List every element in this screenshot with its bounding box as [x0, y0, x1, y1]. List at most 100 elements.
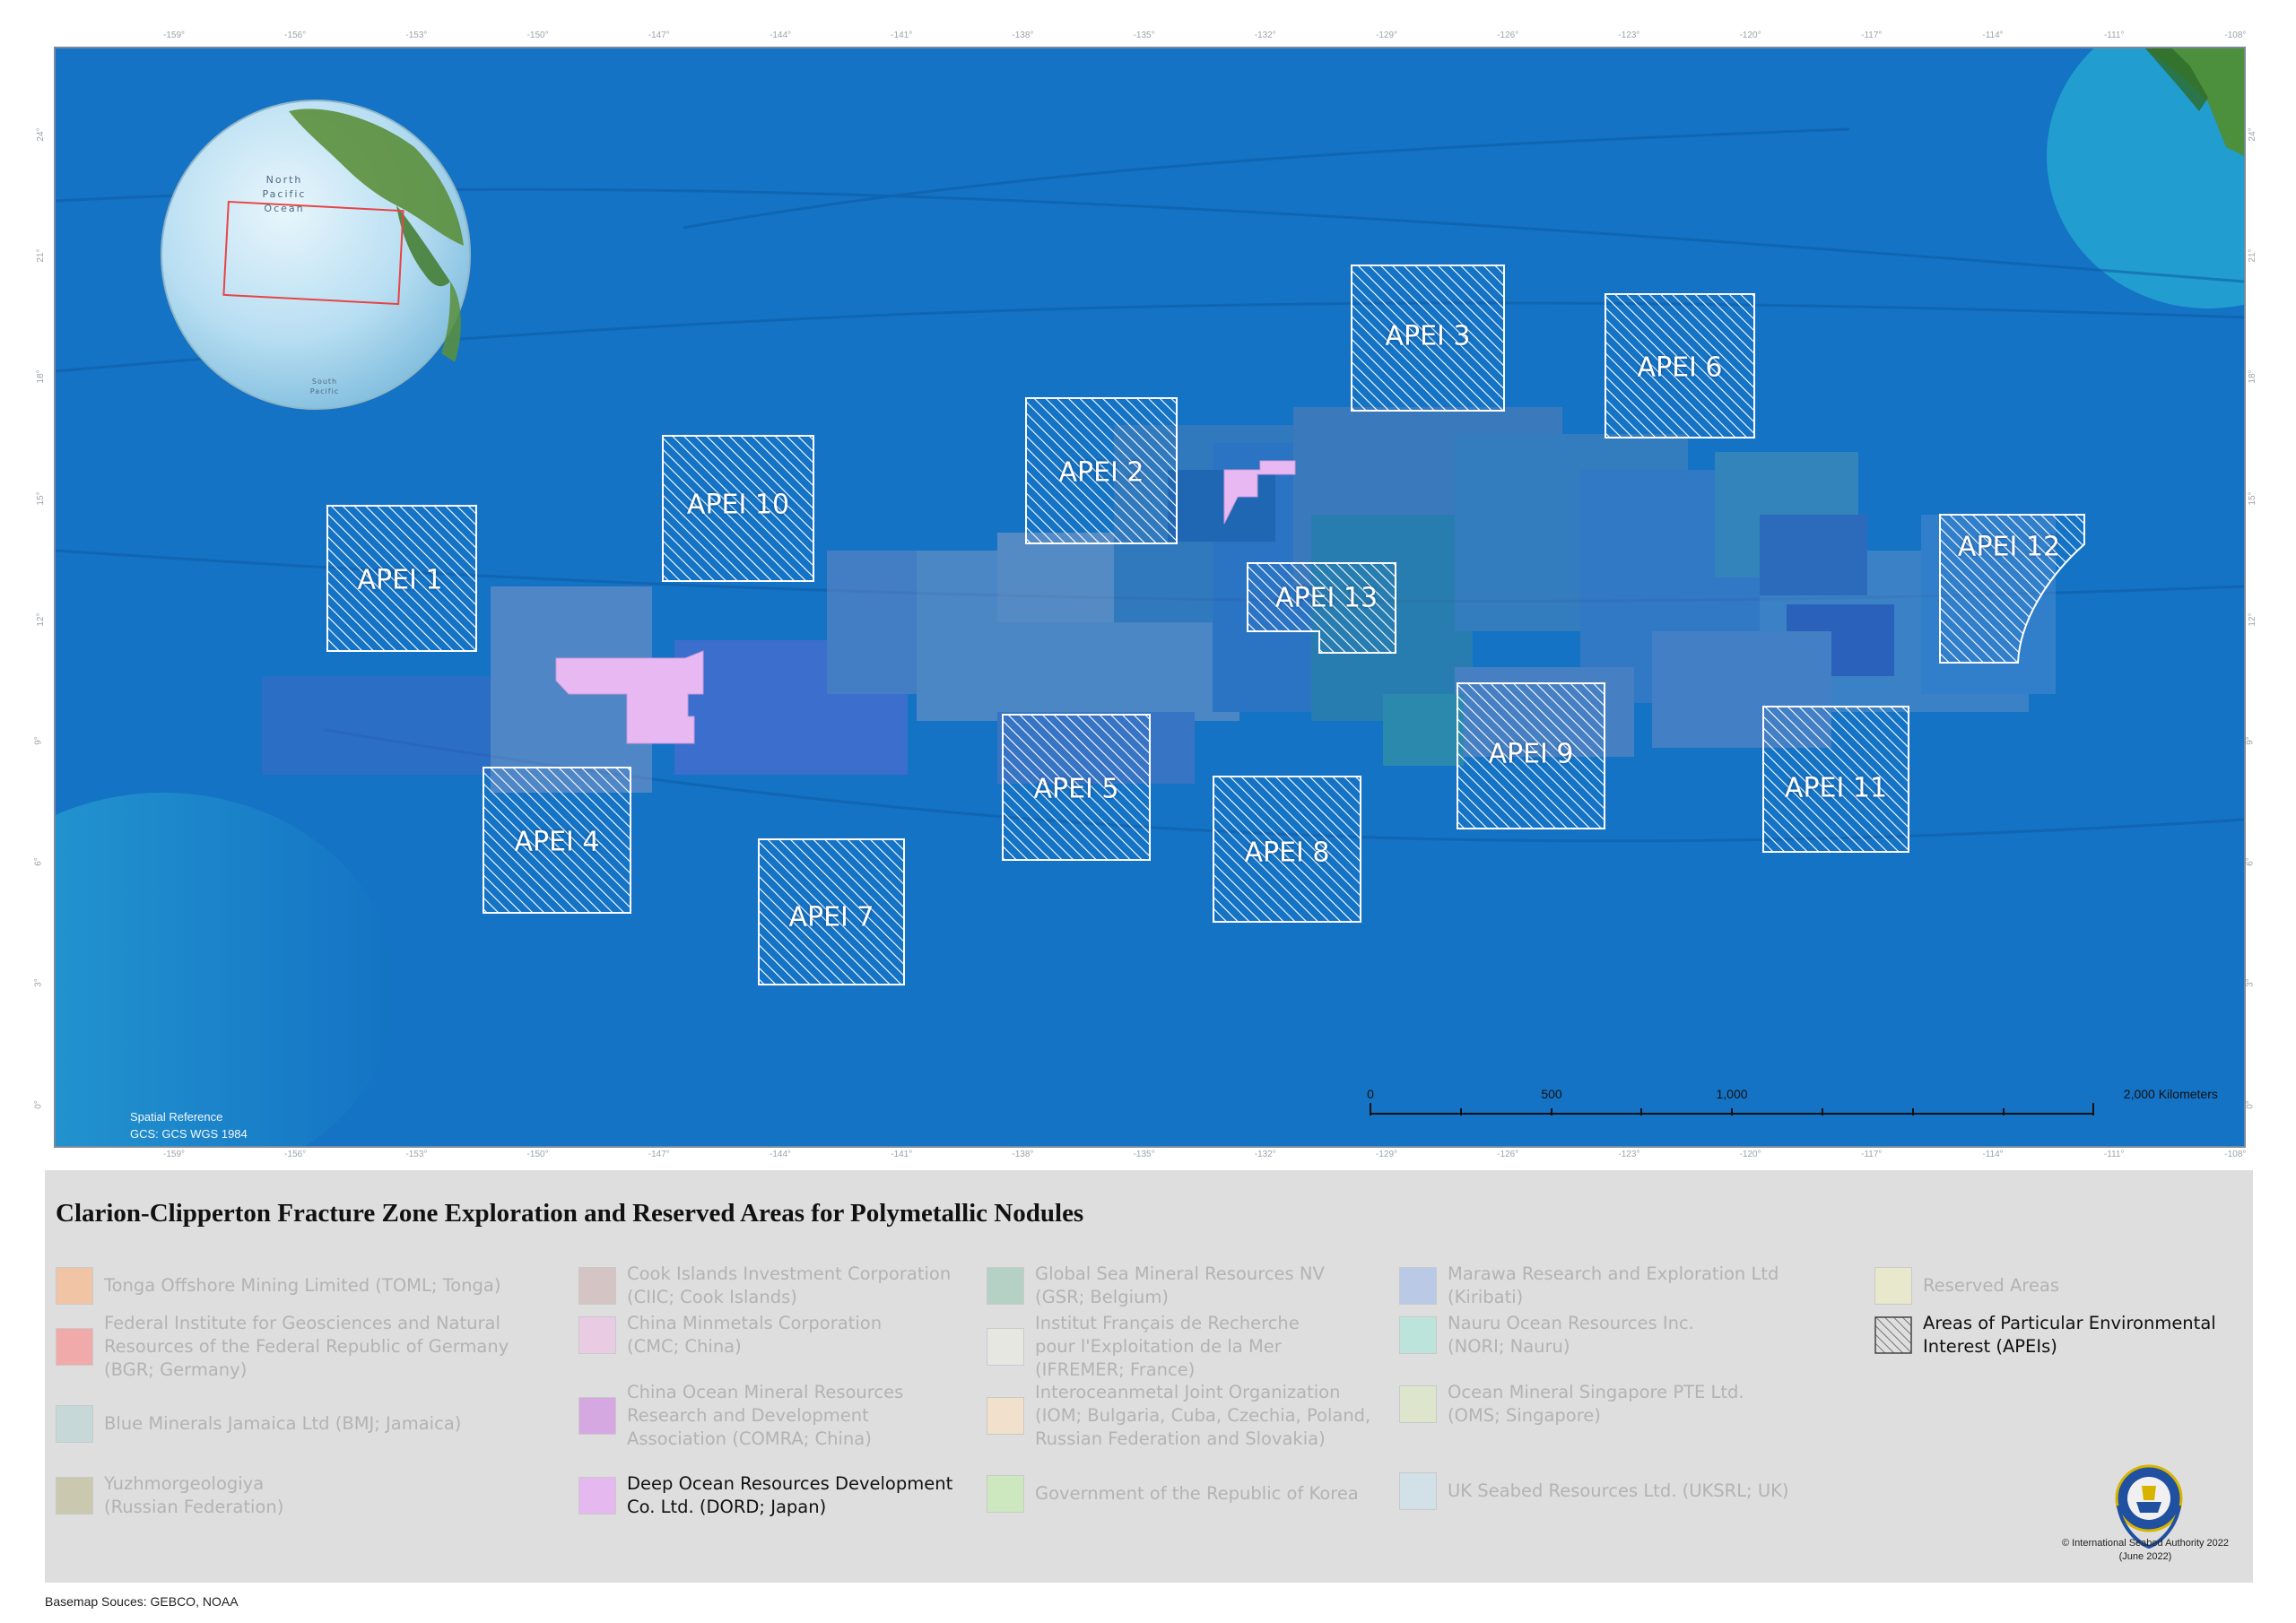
latitude-label-left: 15°	[36, 491, 47, 506]
legend-swatch	[987, 1397, 1024, 1435]
longitude-label-bottom: -150°	[526, 1150, 549, 1159]
longitude-label-top: -144°	[769, 30, 792, 40]
svg-text:Pacific: Pacific	[310, 387, 339, 395]
apei-label: APEI 10	[686, 489, 790, 521]
longitude-label-top: -156°	[284, 30, 307, 40]
apei-area-apei-6[interactable]	[1605, 293, 1755, 438]
longitude-label-top: -108°	[2224, 30, 2247, 40]
legend-label: Deep Ocean Resources Development Co. Ltd…	[627, 1473, 953, 1517]
legend-swatch	[1399, 1385, 1437, 1423]
legend-label: Ocean Mineral Singapore PTE Ltd. (OMS; S…	[1448, 1382, 1744, 1426]
legend-label: Marawa Research and Exploration Ltd (Kir…	[1448, 1263, 1779, 1307]
latitude-label-left: 12°	[36, 612, 47, 627]
longitude-label-bottom: -144°	[769, 1150, 792, 1159]
apei-area-apei-3[interactable]	[1351, 265, 1505, 412]
legend-item: Reserved Areas	[1874, 1267, 2059, 1305]
scale-bar	[1370, 1103, 2094, 1115]
apei-area-apei-4[interactable]	[483, 767, 631, 914]
apei-label: APEI 11	[1784, 772, 1888, 804]
legend-swatch	[56, 1477, 93, 1515]
spatial-reference: Spatial Reference GCS: GCS WGS 1984Datum:…	[130, 1108, 248, 1146]
baja-california-landmass	[2145, 48, 2244, 156]
apei-area-apei-11[interactable]	[1762, 706, 1909, 853]
legend-swatch	[578, 1267, 616, 1305]
longitude-label-bottom: -108°	[2224, 1150, 2247, 1159]
legend-item: China Minmetals Corporation (CMC; China)	[578, 1312, 882, 1358]
legend-swatch	[1399, 1267, 1437, 1305]
legend-swatch	[578, 1316, 616, 1354]
apei-area-apei-10[interactable]	[662, 435, 814, 582]
latitude-label-right: 3°	[2245, 978, 2256, 988]
scale-bar-label: 0	[1367, 1087, 1374, 1101]
shallow-seafloor-ne	[2047, 48, 2244, 308]
latitude-label-right: 15°	[2248, 491, 2258, 506]
apei-area-apei-12[interactable]	[1939, 514, 2085, 664]
longitude-label-top: -123°	[1618, 30, 1640, 40]
longitude-label-bottom: -156°	[284, 1150, 307, 1159]
apei-area-apei-5[interactable]	[1002, 714, 1151, 861]
legend-item: Tonga Offshore Mining Limited (TOML; Ton…	[56, 1267, 500, 1305]
apei-label: APEI 1	[357, 564, 443, 596]
legend-item: Nauru Ocean Resources Inc. (NORI; Nauru)	[1399, 1312, 1694, 1358]
apei-area-apei-9[interactable]	[1457, 682, 1605, 829]
scale-bar-label: 1,000	[1716, 1087, 1748, 1101]
apei-label: APEI 12	[1957, 531, 2061, 563]
legend-item: Areas of Particular Environmental Intere…	[1874, 1312, 2216, 1358]
spatial-reference-line: Datum: WGS 1984	[130, 1142, 248, 1146]
legend-item: Cook Islands Investment Corporation (CII…	[578, 1263, 951, 1309]
longitude-label-top: -132°	[1254, 30, 1276, 40]
apei-label: APEI 13	[1274, 582, 1378, 614]
longitude-label-top: -111°	[2103, 30, 2125, 40]
legend-label: Government of the Republic of Korea	[1035, 1483, 1359, 1504]
legend-item: China Ocean Mineral Resources Research a…	[578, 1381, 903, 1451]
spatial-reference-line: GCS: GCS WGS 1984	[130, 1127, 248, 1141]
latitude-label-left: 9°	[33, 736, 44, 745]
latitude-label-right: 18°	[2248, 369, 2258, 384]
legend-item: Government of the Republic of Korea	[987, 1475, 1359, 1513]
latitude-label-right: 6°	[2245, 857, 2256, 866]
latitude-label-left: 6°	[33, 857, 44, 866]
shallow-seafloor-sw	[56, 793, 396, 1146]
latitude-label-left: 21°	[36, 248, 47, 263]
legend-item: Global Sea Mineral Resources NV (GSR; Be…	[987, 1263, 1325, 1309]
legend-label: Institut Français de Recherche pour l'Ex…	[1035, 1313, 1300, 1380]
longitude-label-top: -138°	[1012, 30, 1034, 40]
latitude-label-right: 9°	[2245, 736, 2256, 745]
legend-label: Interoceanmetal Joint Organization (IOM;…	[1035, 1382, 1371, 1449]
longitude-label-top: -153°	[405, 30, 428, 40]
apei-area-apei-1[interactable]	[326, 505, 477, 652]
svg-text:Pacific: Pacific	[263, 188, 307, 200]
apei-area-apei-8[interactable]	[1213, 776, 1361, 923]
legend-label: China Ocean Mineral Resources Research a…	[627, 1382, 904, 1449]
apei-label: APEI 8	[1244, 837, 1330, 869]
legend-label: Blue Minerals Jamaica Ltd (BMJ; Jamaica)	[104, 1413, 462, 1434]
apei-label: APEI 6	[1637, 352, 1723, 384]
inset-globe: North Pacific Ocean South Pacific	[161, 100, 471, 410]
apei-label: APEI 2	[1058, 456, 1144, 489]
svg-text:South: South	[312, 378, 337, 386]
legend-swatch	[1399, 1316, 1437, 1354]
legend-item: Institut Français de Recherche pour l'Ex…	[987, 1312, 1300, 1382]
longitude-label-bottom: -129°	[1375, 1150, 1398, 1159]
map-canvas[interactable]: North Pacific Ocean South Pacific APEI 1…	[54, 47, 2246, 1148]
map-layers: North Pacific Ocean South Pacific	[56, 48, 2244, 1146]
legend-panel: Clarion-Clipperton Fracture Zone Explora…	[45, 1170, 2253, 1583]
legend-label: Reserved Areas	[1923, 1275, 2059, 1296]
longitude-label-bottom: -132°	[1254, 1150, 1276, 1159]
copyright-note: © International Seabed Authority 2022 (J…	[2061, 1538, 2230, 1562]
longitude-label-bottom: -135°	[1133, 1150, 1155, 1159]
longitude-label-bottom: -159°	[162, 1150, 186, 1159]
legend-swatch	[987, 1328, 1024, 1366]
longitude-label-top: -141°	[891, 30, 913, 40]
latitude-label-right: 24°	[2248, 127, 2258, 142]
apei-area-apei-13[interactable]	[1247, 562, 1396, 654]
longitude-label-bottom: -111°	[2103, 1150, 2125, 1159]
isa-logo	[2115, 1464, 2183, 1549]
legend-label: Cook Islands Investment Corporation (CII…	[627, 1263, 952, 1307]
latitude-label-right: 0°	[2245, 1099, 2256, 1109]
apei-label: APEI 4	[514, 826, 600, 858]
apei-area-apei-2[interactable]	[1025, 397, 1178, 544]
apei-area-apei-7[interactable]	[758, 838, 905, 985]
latitude-label-left: 24°	[36, 127, 47, 142]
legend-swatch	[1874, 1267, 1912, 1305]
